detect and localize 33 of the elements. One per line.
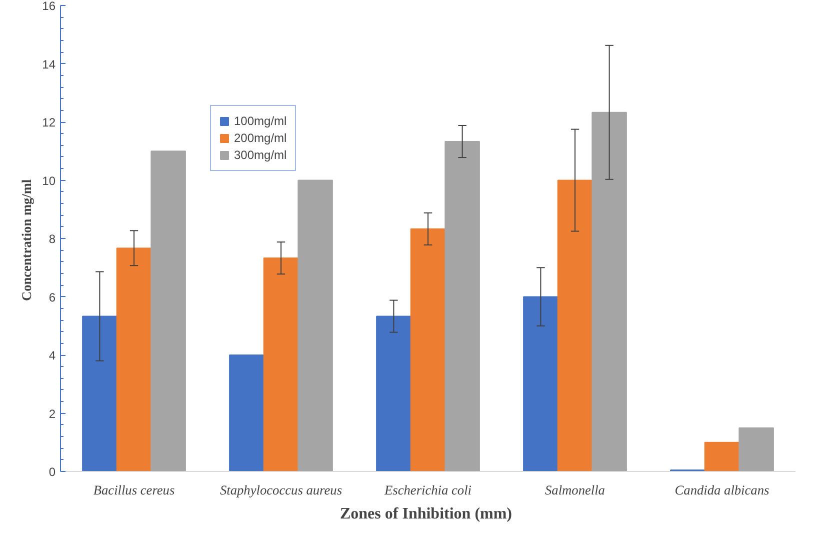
bar bbox=[592, 112, 627, 472]
y-tick-label: 10 bbox=[42, 174, 56, 188]
y-axis-title: Concentration mg/ml bbox=[19, 178, 34, 302]
legend-label: 100mg/ml bbox=[234, 114, 287, 128]
bar bbox=[116, 248, 152, 472]
bar bbox=[557, 180, 593, 472]
bar bbox=[150, 150, 186, 472]
x-tick-label: Escherichia coli bbox=[384, 482, 472, 498]
x-tick-label: Bacillus cereus bbox=[93, 482, 175, 498]
y-tick-label: 4 bbox=[48, 348, 56, 362]
bar bbox=[298, 180, 333, 472]
x-tick-label: Candida albicans bbox=[674, 482, 770, 498]
bar bbox=[738, 427, 774, 472]
y-tick-label: 12 bbox=[42, 116, 56, 130]
x-tick-label: Staphylococcus aureus bbox=[220, 482, 342, 498]
bar bbox=[229, 354, 264, 472]
bar bbox=[376, 316, 412, 472]
y-tick-label: 16 bbox=[42, 0, 56, 13]
legend-label: 200mg/ml bbox=[234, 131, 287, 145]
bar bbox=[704, 442, 740, 472]
bar bbox=[444, 141, 480, 472]
y-tick-label: 2 bbox=[48, 406, 56, 421]
x-tick-label: Salmonella bbox=[545, 482, 606, 498]
y-tick-label: 0 bbox=[48, 465, 56, 479]
bar bbox=[82, 316, 118, 472]
y-tick-label: 8 bbox=[48, 232, 56, 246]
bar bbox=[410, 228, 446, 472]
bar bbox=[523, 296, 558, 472]
x-axis-title: Zones of Inhibition (mm) bbox=[340, 506, 512, 522]
legend-label: 300mg/ml bbox=[234, 148, 287, 162]
y-tick-label: 14 bbox=[42, 57, 56, 72]
y-tick-label: 6 bbox=[48, 290, 56, 304]
bar bbox=[263, 258, 299, 472]
